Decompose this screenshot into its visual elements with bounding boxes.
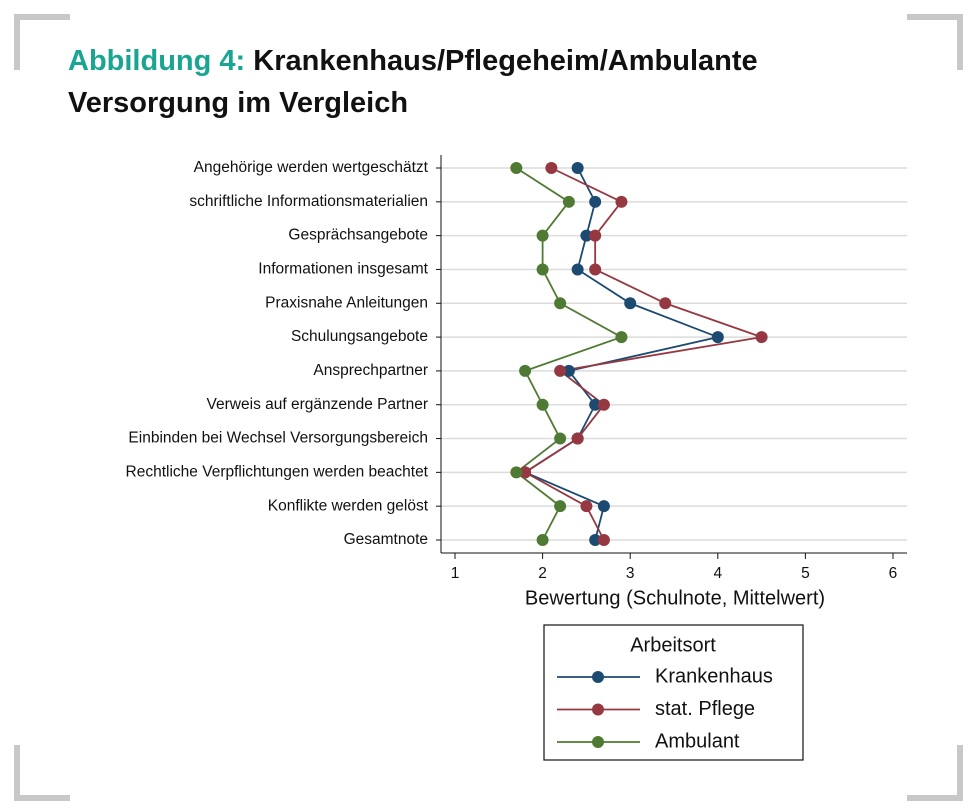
data-point xyxy=(597,534,610,546)
frame-corner xyxy=(14,745,70,801)
legend-marker xyxy=(592,736,604,748)
data-point xyxy=(562,364,575,377)
legend-title: Arbeitsort xyxy=(630,634,716,656)
data-point xyxy=(615,195,628,208)
data-point xyxy=(580,229,593,242)
x-tick-label: 5 xyxy=(801,565,810,582)
x-tick-label: 3 xyxy=(626,565,635,582)
y-tick-label: Gesprächsangebote xyxy=(288,227,428,244)
y-tick-label: Ansprechpartner xyxy=(313,362,428,379)
data-point xyxy=(519,466,532,479)
legend-marker xyxy=(592,703,604,716)
data-point xyxy=(545,162,558,174)
data-point xyxy=(562,195,575,208)
series-line xyxy=(514,167,624,541)
legend-marker xyxy=(592,671,604,683)
frame-corner xyxy=(907,14,963,70)
y-tick-label: Einbinden bei Wechsel Versorgungsbereich xyxy=(128,430,428,447)
data-point xyxy=(554,297,567,310)
data-point xyxy=(755,331,768,344)
legend-box xyxy=(543,624,804,761)
data-point xyxy=(624,297,637,310)
series-line xyxy=(523,167,762,541)
data-point xyxy=(589,195,602,208)
title: Abbildung 4: Krankenhaus/Pflegeheim/Ambu… xyxy=(68,40,868,124)
x-axis-label: Bewertung (Schulnote, Mittelwert) xyxy=(525,587,825,609)
data-point xyxy=(554,500,567,513)
data-point xyxy=(571,263,584,276)
data-point xyxy=(554,364,567,377)
y-tick-label: Konflikte werden gelöst xyxy=(268,497,429,514)
data-point xyxy=(571,162,584,174)
frame-corner xyxy=(907,745,963,801)
legend-label: Krankenhaus xyxy=(655,665,773,687)
data-point xyxy=(589,263,602,276)
y-tick-label: Verweis auf ergänzende Partner xyxy=(207,396,428,413)
data-point xyxy=(554,432,567,445)
figure-label: Abbildung 4: xyxy=(68,45,246,77)
y-tick-label: Rechtliche Verpflichtungen werden beacht… xyxy=(126,463,429,480)
series-line xyxy=(523,167,721,541)
frame-corner xyxy=(14,14,70,70)
data-point xyxy=(510,162,523,174)
title-text: Krankenhaus/Pflegeheim/Ambulante Versorg… xyxy=(68,45,758,119)
y-tick-label: Angehörige werden wertgeschätzt xyxy=(194,159,429,176)
data-point xyxy=(589,398,602,411)
data-point xyxy=(510,466,523,479)
data-point xyxy=(597,500,610,513)
x-tick-label: 4 xyxy=(713,565,722,582)
data-point xyxy=(571,432,584,445)
y-tick-label: Praxisnahe Anleitungen xyxy=(265,294,428,311)
legend-label: Ambulant xyxy=(655,730,740,752)
data-point xyxy=(615,331,628,344)
data-point xyxy=(589,229,602,242)
x-tick-label: 1 xyxy=(451,565,460,582)
data-point xyxy=(589,534,602,546)
data-point xyxy=(597,398,610,411)
data-point xyxy=(519,364,532,377)
y-tick-label: Gesamtnote xyxy=(344,531,428,548)
legend-label: stat. Pflege xyxy=(655,698,755,720)
data-point xyxy=(536,534,549,546)
x-tick-label: 6 xyxy=(889,565,898,582)
data-point xyxy=(536,398,549,411)
data-point xyxy=(536,263,549,276)
data-point xyxy=(536,229,549,242)
y-tick-label: schriftliche Informationsmaterialien xyxy=(189,193,428,210)
data-point xyxy=(659,297,672,310)
data-point xyxy=(711,331,724,344)
y-tick-label: Informationen insgesamt xyxy=(258,261,428,278)
data-point xyxy=(580,500,593,513)
x-tick-label: 2 xyxy=(538,565,547,582)
y-tick-label: Schulungsangebote xyxy=(291,328,428,345)
